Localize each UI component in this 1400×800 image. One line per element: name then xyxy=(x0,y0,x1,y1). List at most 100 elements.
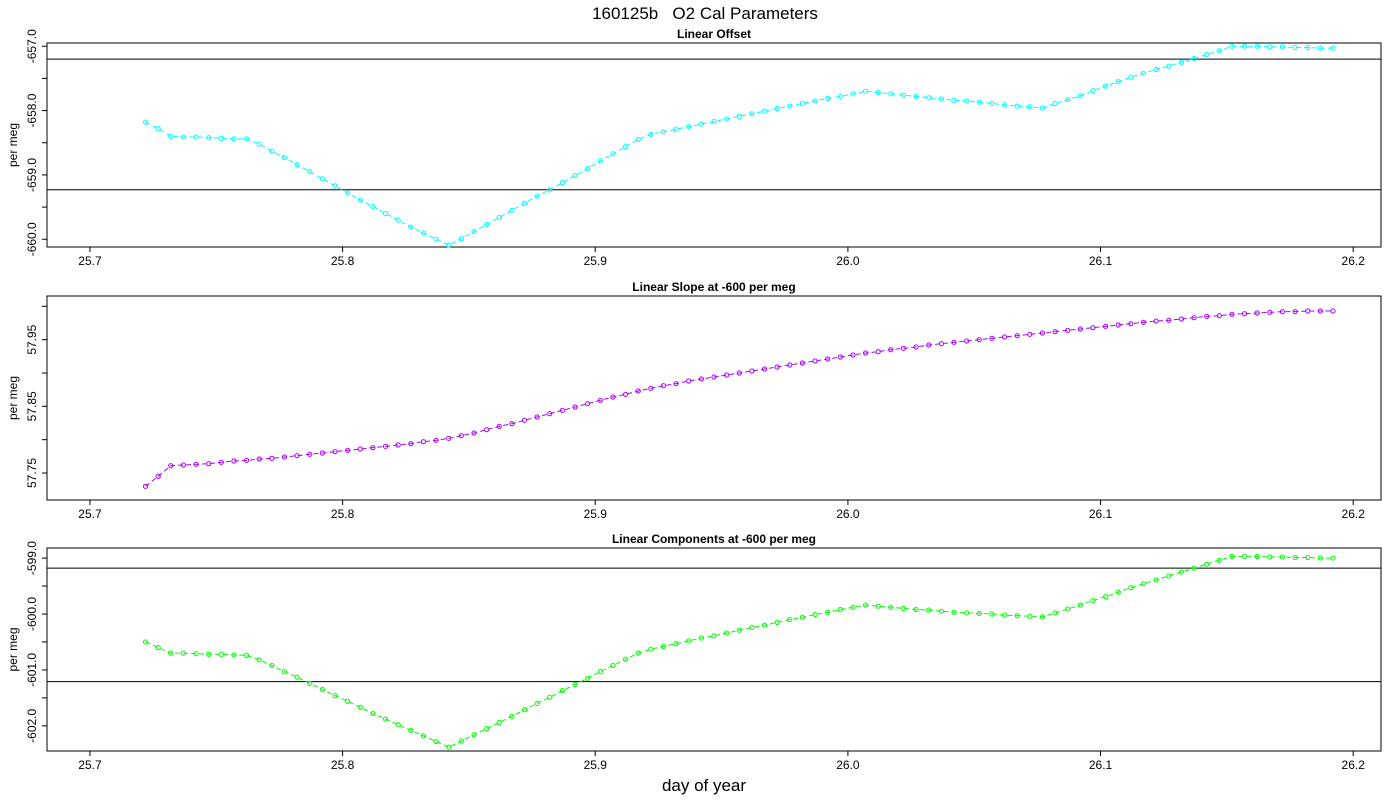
x-tick-label: 26.0 xyxy=(836,758,860,772)
data-point xyxy=(1115,589,1121,595)
data-point xyxy=(193,134,199,140)
data-point xyxy=(547,187,553,193)
x-tick-label: 26.1 xyxy=(1089,758,1113,772)
data-point xyxy=(408,727,414,733)
data-point xyxy=(534,414,540,420)
data-point xyxy=(1254,553,1260,559)
data-point xyxy=(1052,329,1058,335)
data-point xyxy=(698,635,704,641)
plot-frame-components xyxy=(46,547,1382,752)
data-point xyxy=(1115,79,1121,85)
data-point xyxy=(433,236,439,242)
data-point xyxy=(1140,319,1147,325)
data-point xyxy=(1292,554,1298,561)
data-point xyxy=(989,335,995,341)
data-point xyxy=(875,349,881,355)
data-point xyxy=(774,106,780,112)
data-point xyxy=(1103,594,1109,600)
data-point xyxy=(395,442,401,448)
data-point xyxy=(294,674,300,680)
panel-title-offset: Linear Offset xyxy=(677,27,751,41)
data-point xyxy=(168,650,174,656)
data-point xyxy=(521,200,528,206)
data-point xyxy=(888,347,894,353)
data-point xyxy=(1241,43,1248,49)
panel-title-components: Linear Components at -600 per meg xyxy=(612,532,816,546)
data-point xyxy=(307,680,313,686)
data-point xyxy=(180,650,187,656)
x-tick-label: 25.7 xyxy=(78,758,102,772)
data-point xyxy=(938,608,944,614)
x-tick-label: 25.9 xyxy=(584,758,608,772)
data-point xyxy=(989,611,995,617)
data-point xyxy=(307,451,313,457)
data-point xyxy=(484,221,490,228)
data-point xyxy=(496,214,502,220)
data-point xyxy=(180,134,187,140)
data-point xyxy=(193,461,199,467)
data-point xyxy=(218,651,224,657)
data-point xyxy=(1077,602,1083,608)
data-point xyxy=(951,97,957,103)
data-point xyxy=(724,116,730,122)
data-point xyxy=(1077,93,1083,99)
data-point xyxy=(458,236,464,242)
y-tick-label: -659.0 xyxy=(25,158,39,192)
data-point xyxy=(420,439,427,445)
data-point xyxy=(1330,45,1336,51)
data-point xyxy=(319,450,325,456)
data-point xyxy=(345,190,351,196)
data-point xyxy=(938,96,944,102)
y-tick-label: -660.0 xyxy=(25,222,39,256)
data-point xyxy=(1241,311,1248,317)
data-point xyxy=(749,368,755,374)
data-point xyxy=(155,473,161,479)
data-point xyxy=(698,121,704,127)
data-point xyxy=(1191,315,1197,321)
data-point xyxy=(1292,44,1298,51)
data-point xyxy=(913,93,919,100)
data-point xyxy=(180,462,187,468)
data-point xyxy=(547,411,553,417)
data-point xyxy=(837,606,843,613)
plot-frame-offset xyxy=(46,42,1382,248)
data-point xyxy=(761,622,768,628)
data-point xyxy=(1039,330,1046,336)
data-point xyxy=(218,135,224,141)
data-point xyxy=(648,131,654,137)
x-tick-label: 25.9 xyxy=(584,507,608,521)
data-point xyxy=(357,446,363,452)
data-point xyxy=(357,704,363,710)
data-point xyxy=(1027,331,1033,337)
data-point xyxy=(395,217,401,223)
data-point xyxy=(585,165,591,172)
data-point xyxy=(1305,308,1311,314)
data-point xyxy=(686,124,692,130)
data-point xyxy=(446,744,452,750)
data-point xyxy=(799,614,806,620)
data-point xyxy=(395,722,401,728)
data-point xyxy=(1052,100,1058,107)
data-point xyxy=(446,435,452,441)
data-point xyxy=(370,710,376,717)
data-point xyxy=(256,657,262,663)
data-point xyxy=(799,100,806,107)
data-point xyxy=(812,611,818,618)
data-point xyxy=(382,210,389,217)
data-point xyxy=(1305,44,1311,51)
data-point xyxy=(1178,569,1185,575)
data-point xyxy=(660,129,667,135)
data-point xyxy=(964,98,970,104)
data-point xyxy=(787,616,793,623)
data-point xyxy=(142,483,149,489)
data-point xyxy=(724,372,730,378)
y-tick-label: 57.75 xyxy=(25,458,39,488)
data-point xyxy=(269,148,275,154)
data-point xyxy=(1216,313,1222,319)
data-point xyxy=(572,172,578,179)
y-tick-label: -602.0 xyxy=(25,708,39,742)
data-point xyxy=(673,381,679,387)
data-point xyxy=(1153,318,1159,324)
data-point xyxy=(926,607,932,613)
data-point xyxy=(585,675,591,681)
